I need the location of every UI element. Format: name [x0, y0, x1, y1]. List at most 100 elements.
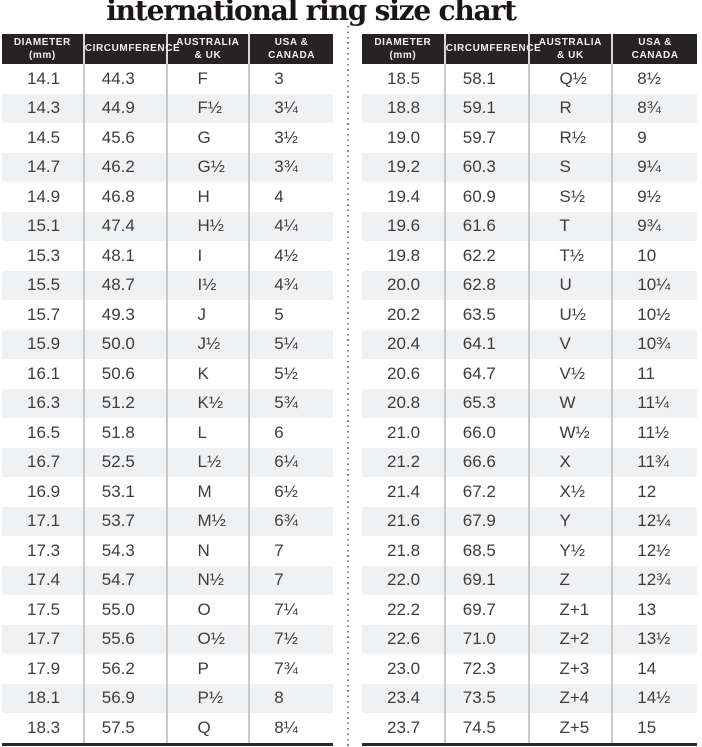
usa-canada-cell: 5	[250, 300, 333, 330]
usa-canada-cell: 12¼	[613, 506, 697, 536]
table-row: 17.4 54.7 N½ 7	[2, 565, 333, 595]
australia-uk-cell: T½	[529, 241, 614, 271]
table-row: 15.3 48.1 I 4½	[2, 241, 333, 271]
usa-canada-cell: 14	[613, 654, 697, 684]
australia-uk-cell: X	[529, 447, 614, 477]
diameter-cell: 22.6	[362, 624, 446, 654]
australia-uk-cell: Y½	[529, 536, 614, 566]
table-row: 15.9 50.0 J½ 5¼	[2, 329, 333, 359]
column-header-circumference: CIRCUMFERENCE	[445, 34, 541, 64]
table-row: 20.0 62.8 U 10¼	[362, 270, 697, 300]
usa-canada-cell: 11¾	[613, 447, 697, 477]
australia-uk-cell: X½	[529, 477, 614, 507]
circumference-cell: 55.0	[84, 595, 168, 625]
usa-canada-cell: 6¾	[250, 506, 333, 536]
table-row: 17.7 55.6 O½ 7½	[2, 624, 333, 654]
australia-uk-cell: F½	[167, 93, 251, 123]
diameter-cell: 20.8	[362, 388, 446, 418]
diameter-cell: 21.6	[362, 506, 446, 536]
australia-uk-cell: Y	[529, 506, 614, 536]
diameter-cell: 18.8	[362, 93, 446, 123]
usa-canada-cell: 9¼	[613, 152, 697, 182]
diameter-cell: 17.7	[2, 624, 85, 654]
table-row: 21.6 67.9 Y 12¼	[362, 506, 697, 536]
circumference-cell: 53.7	[84, 506, 168, 536]
circumference-cell: 48.1	[84, 241, 168, 271]
diameter-cell: 16.7	[2, 447, 85, 477]
australia-uk-cell: W½	[529, 418, 614, 448]
table-row: 15.1 47.4 H½ 4¼	[2, 211, 333, 241]
diameter-cell: 20.6	[362, 359, 446, 389]
table-row: 17.1 53.7 M½ 6¾	[2, 506, 333, 536]
australia-uk-cell: J½	[167, 329, 251, 359]
usa-canada-cell: 10¾	[613, 329, 697, 359]
australia-uk-cell: I½	[167, 270, 251, 300]
circumference-cell: 65.3	[445, 388, 530, 418]
usa-canada-cell: 4	[250, 182, 333, 212]
usa-canada-cell: 8½	[613, 64, 697, 94]
table-row: 15.5 48.7 I½ 4¾	[2, 270, 333, 300]
circumference-cell: 69.1	[445, 565, 530, 595]
australia-uk-cell: U	[529, 270, 614, 300]
diameter-cell: 15.3	[2, 241, 85, 271]
australia-uk-cell: H½	[167, 211, 251, 241]
circumference-cell: 62.2	[445, 241, 530, 271]
circumference-cell: 61.6	[445, 211, 530, 241]
circumference-cell: 59.7	[445, 123, 530, 153]
diameter-cell: 16.9	[2, 477, 85, 507]
diameter-cell: 19.6	[362, 211, 446, 241]
circumference-cell: 44.3	[84, 64, 168, 94]
diameter-cell: 23.7	[362, 713, 446, 743]
diameter-cell: 23.4	[362, 683, 446, 713]
circumference-cell: 51.2	[84, 388, 168, 418]
circumference-cell: 45.6	[84, 123, 168, 153]
usa-canada-cell: 15	[613, 713, 697, 743]
australia-uk-cell: J	[167, 300, 251, 330]
usa-canada-cell: 12	[613, 477, 697, 507]
australia-uk-cell: Z+3	[529, 654, 614, 684]
column-header-usa-canada: USA & CANADA	[250, 34, 333, 64]
circumference-cell: 60.9	[445, 182, 530, 212]
australia-uk-cell: V	[529, 329, 614, 359]
table-row: 22.0 69.1 Z 12¾	[362, 565, 697, 595]
diameter-cell: 16.1	[2, 359, 85, 389]
table-row: 20.4 64.1 V 10¾	[362, 329, 697, 359]
usa-canada-cell: 9½	[613, 182, 697, 212]
australia-uk-cell: H	[167, 182, 251, 212]
diameter-cell: 16.5	[2, 418, 85, 448]
diameter-cell: 17.9	[2, 654, 85, 684]
table-row: 21.8 68.5 Y½ 12½	[362, 536, 697, 566]
diameter-cell: 16.3	[2, 388, 85, 418]
australia-uk-cell: P½	[167, 683, 251, 713]
diameter-cell: 14.1	[2, 64, 85, 94]
diameter-cell: 17.5	[2, 595, 85, 625]
table-row: 20.6 64.7 V½ 11	[362, 359, 697, 389]
usa-canada-cell: 7¾	[250, 654, 333, 684]
diameter-cell: 20.0	[362, 270, 446, 300]
circumference-cell: 58.1	[445, 64, 530, 94]
australia-uk-cell: L	[167, 418, 251, 448]
circumference-cell: 64.7	[445, 359, 530, 389]
australia-uk-cell: S	[529, 152, 614, 182]
table-row: 19.4 60.9 S½ 9½	[362, 182, 697, 212]
usa-canada-cell: 4½	[250, 241, 333, 271]
circumference-cell: 53.1	[84, 477, 168, 507]
table-row: 15.7 49.3 J 5	[2, 300, 333, 330]
australia-uk-cell: L½	[167, 447, 251, 477]
usa-canada-cell: 8	[250, 683, 333, 713]
australia-uk-cell: V½	[529, 359, 614, 389]
circumference-cell: 52.5	[84, 447, 168, 477]
diameter-cell: 20.2	[362, 300, 446, 330]
circumference-cell: 66.6	[445, 447, 530, 477]
australia-uk-cell: M	[167, 477, 251, 507]
australia-uk-cell: O½	[167, 624, 251, 654]
usa-canada-cell: 3¼	[250, 93, 333, 123]
usa-canada-cell: 7	[250, 565, 333, 595]
diameter-cell: 18.1	[2, 683, 85, 713]
diameter-cell: 21.8	[362, 536, 446, 566]
diameter-cell: 15.7	[2, 300, 85, 330]
table-row: 20.8 65.3 W 11¼	[362, 388, 697, 418]
circumference-cell: 67.2	[445, 477, 530, 507]
diameter-cell: 22.2	[362, 595, 446, 625]
